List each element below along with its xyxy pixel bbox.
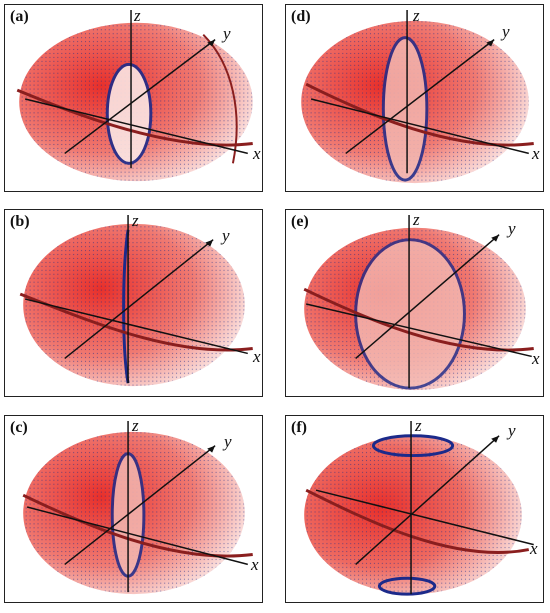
z-axis-label: z [415,416,422,435]
inner-lobe [381,36,429,182]
panel-label: (f) [291,419,307,436]
bottom-pole [377,576,437,596]
trajectory-curve [22,493,253,558]
y-axis [64,39,216,154]
panel-label: (c) [10,419,28,436]
trajectory-curve [16,88,253,147]
y-axis-label: y [222,226,230,245]
top-pole [371,434,455,458]
panel-b: (b) z y x [4,209,263,397]
z-axis-label: z [132,416,139,435]
torus-surface-plot [22,420,253,595]
panel-label: (a) [10,8,29,25]
x-axis [305,303,532,358]
z-axis-label: z [132,211,139,230]
x-axis-label: x [530,539,538,558]
panel-a: (a) z y x [4,4,263,192]
y-axis-label: y [502,22,510,41]
y-axis-label: y [224,432,232,451]
panel-label: (d) [291,8,311,25]
pinch-line [122,229,130,384]
torus-surface-plot [16,9,253,182]
torus-surface-plot [19,214,253,387]
panel-c: (c) z y x [4,415,263,603]
torus-surface-plot [304,420,534,596]
y-axis [345,39,495,154]
y-axis [64,445,216,565]
trajectory-curve [305,82,534,147]
inner-hole [105,62,153,165]
panel-e: (e) z y x [285,209,544,397]
z-axis-label: z [413,210,420,229]
trajectory-curve [305,488,530,554]
x-axis-label: x [253,347,261,366]
x-axis-label: x [532,349,540,368]
torus-surface-plot [303,214,534,391]
panel-label: (e) [291,213,309,230]
x-axis [24,98,248,155]
z-axis-label: z [413,6,420,25]
x-axis [315,489,534,546]
x-axis-label: x [532,144,540,163]
y-axis-label: y [508,219,516,238]
y-axis [355,234,500,359]
y-axis-label: y [508,421,516,440]
x-axis-label: x [253,144,261,163]
panel-f: (f) z y x [285,415,544,603]
x-axis [24,298,248,355]
panel-d: (d) z y x [285,4,544,192]
z-axis-label: z [134,6,141,25]
panel-label: (b) [10,213,30,230]
x-axis [26,506,248,566]
inner-lobe [354,238,466,390]
x-axis-label: x [251,555,259,574]
torus-surface-plot [301,9,534,184]
y-axis-label: y [223,24,231,43]
x-axis [310,98,529,155]
y-axis [64,239,214,359]
y-axis [355,435,500,565]
